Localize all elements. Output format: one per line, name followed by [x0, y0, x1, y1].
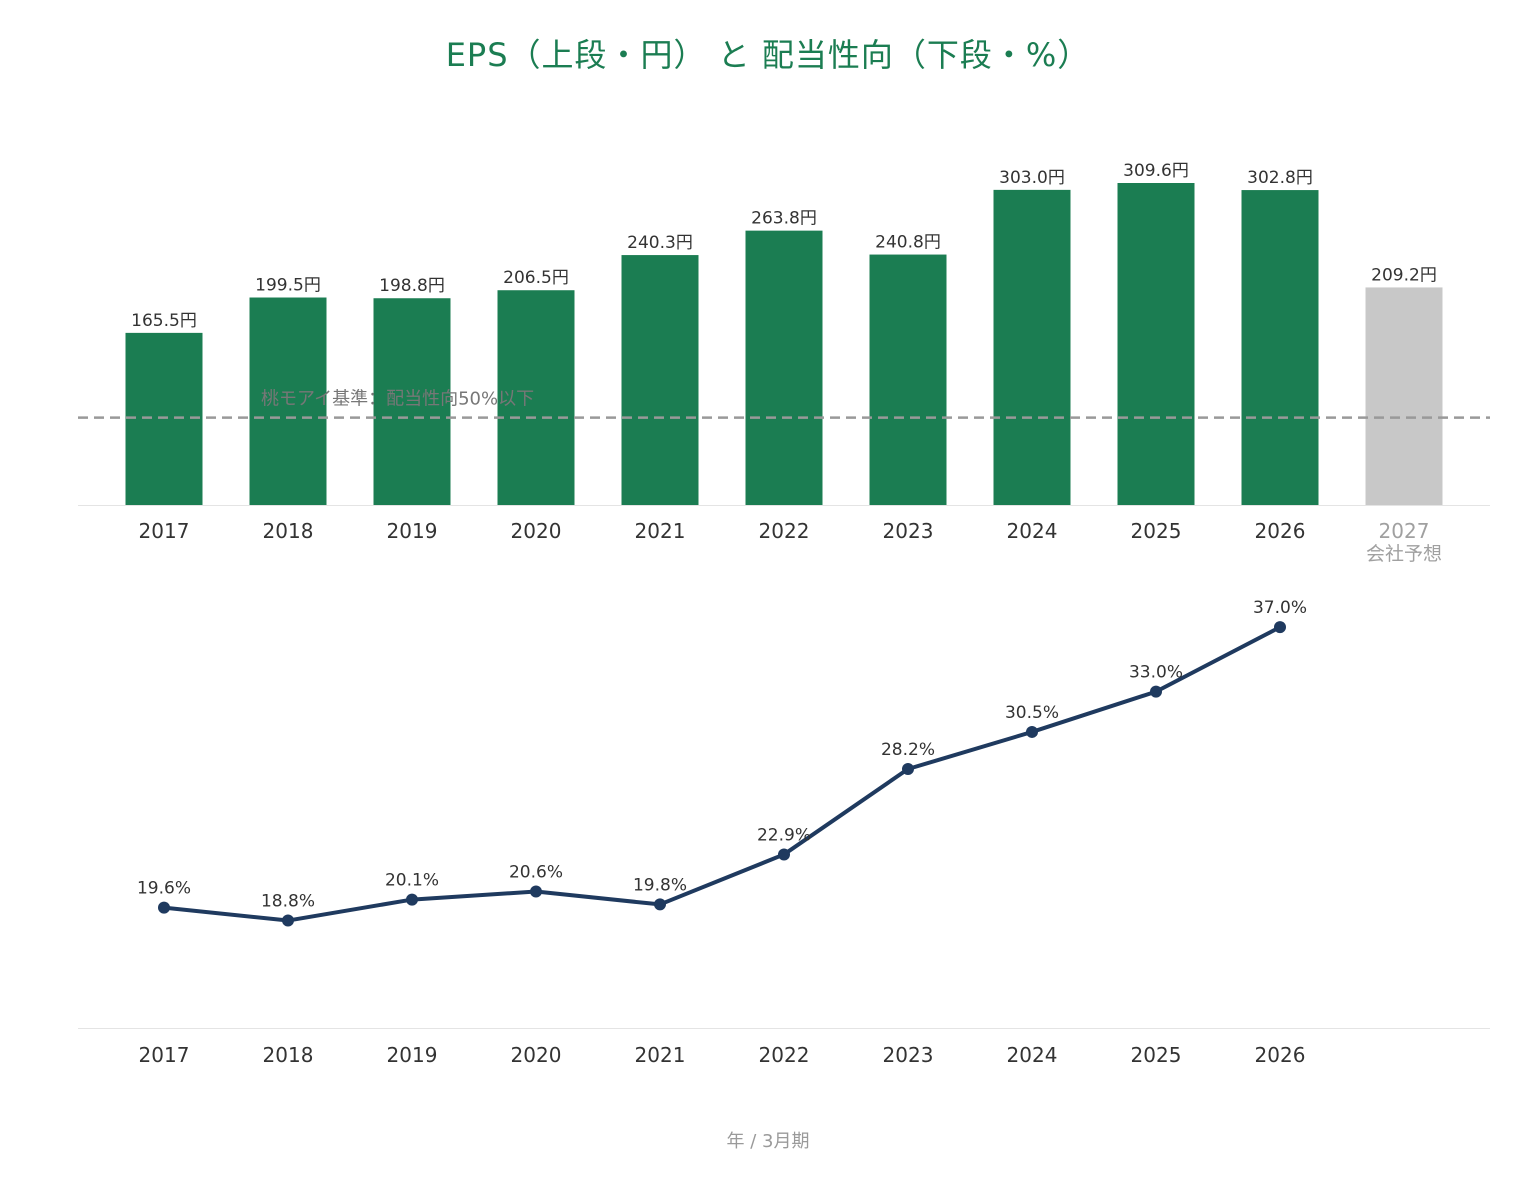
payout-point — [158, 901, 170, 914]
eps-value-label: 240.8円 — [875, 233, 941, 253]
eps-x-tick-label: 2020 — [511, 519, 562, 543]
eps-value-label: 302.8円 — [1247, 168, 1313, 188]
eps-value-label: 240.3円 — [627, 233, 693, 253]
eps-value-label: 198.8円 — [379, 276, 445, 296]
payout-point — [1150, 685, 1162, 698]
payout-point — [282, 914, 294, 927]
payout-value-label: 33.0% — [1129, 663, 1183, 683]
payout-x-tick-label: 2020 — [511, 1043, 562, 1067]
eps-x-tick-label: 2027 — [1379, 519, 1430, 543]
payout-value-label: 18.8% — [261, 892, 315, 912]
payout-x-tick-label: 2022 — [759, 1043, 810, 1067]
eps-bar — [1241, 190, 1319, 505]
eps-x-tick-label: 2017 — [139, 519, 190, 543]
payout-point — [1274, 621, 1286, 634]
eps-value-label: 303.0円 — [999, 168, 1065, 188]
payout-value-label: 22.9% — [757, 825, 811, 845]
payout-x-tick-label: 2021 — [635, 1043, 686, 1067]
eps-x-tick-label: 2023 — [883, 519, 934, 543]
eps-bar-chart: 165.5円 2017 199.5円 2018 198.8円 2019 206.5円 2020… — [78, 161, 1490, 565]
eps-bar — [125, 332, 203, 505]
payout-value-label: 19.8% — [633, 875, 687, 895]
payout-x-tick-label: 2019 — [387, 1043, 438, 1067]
eps-value-label: 209.2円 — [1371, 265, 1437, 285]
eps-value-label: 309.6円 — [1123, 161, 1189, 181]
payout-x-tick-label: 2024 — [1007, 1043, 1058, 1067]
eps-bar — [1117, 183, 1195, 505]
forecast-note: 会社予想 — [1366, 543, 1442, 565]
eps-x-tick-label: 2026 — [1255, 519, 1306, 543]
eps-bar — [497, 290, 575, 505]
payout-value-label: 19.6% — [137, 879, 191, 899]
eps-x-tick-label: 2019 — [387, 519, 438, 543]
payout-series-line — [163, 625, 1281, 923]
payout-point — [902, 763, 914, 776]
payout-point — [530, 885, 542, 898]
eps-x-tick-label: 2021 — [635, 519, 686, 543]
payout-value-label: 28.2% — [881, 740, 935, 760]
payout-point — [654, 898, 666, 911]
payout-point — [406, 893, 418, 906]
payout-x-tick-label: 2023 — [883, 1043, 934, 1067]
threshold-label: 桃モアイ基準：配当性向50%以下 — [261, 389, 534, 410]
eps-value-label: 199.5円 — [255, 276, 321, 296]
eps-bar — [621, 255, 699, 505]
eps-value-label: 263.8円 — [751, 209, 817, 229]
eps-bar — [993, 189, 1071, 506]
x-axis-unit-label: 年 / 3月期 — [726, 1131, 810, 1152]
eps-bar — [1365, 287, 1443, 505]
eps-x-tick-label: 2022 — [759, 519, 810, 543]
payout-value-label: 37.0% — [1253, 598, 1307, 618]
eps-bar — [373, 298, 451, 505]
payout-value-label: 20.1% — [385, 871, 439, 891]
payout-line-chart: 桃モアイ基準：配当性向50%以下 19.6% 2017 18.8% 2018 20.1% 2… — [78, 389, 1490, 1067]
eps-bar — [249, 297, 327, 505]
payout-point — [778, 848, 790, 861]
eps-value-label: 165.5円 — [131, 311, 197, 331]
eps-bar — [869, 254, 947, 505]
payout-x-tick-label: 2025 — [1131, 1043, 1182, 1067]
eps-x-tick-label: 2025 — [1131, 519, 1182, 543]
payout-x-tick-label: 2026 — [1255, 1043, 1306, 1067]
eps-x-tick-label: 2018 — [263, 519, 314, 543]
eps-x-tick-label: 2024 — [1007, 519, 1058, 543]
eps-bar — [745, 230, 823, 505]
payout-x-tick-label: 2018 — [263, 1043, 314, 1067]
payout-value-label: 30.5% — [1005, 703, 1059, 723]
eps-value-label: 206.5円 — [503, 268, 569, 288]
payout-point — [1026, 725, 1038, 738]
chart-title: EPS（上段・円） と 配当性向（下段・%） — [445, 36, 1091, 74]
payout-value-label: 20.6% — [509, 863, 563, 883]
payout-x-tick-label: 2017 — [139, 1043, 190, 1067]
